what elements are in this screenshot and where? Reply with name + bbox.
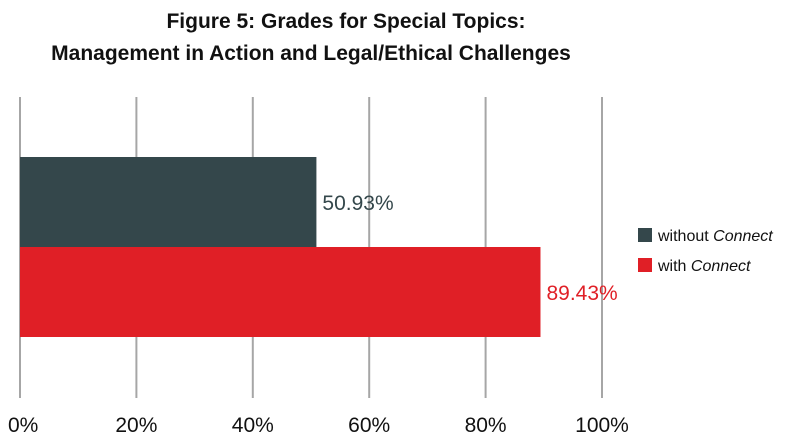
bars [20, 157, 541, 337]
x-tick-label-2: 40% [232, 414, 274, 437]
data-labels: 50.93% 89.43% [322, 192, 617, 305]
bar-0 [20, 157, 317, 247]
chart-title: Figure 5: Grades for Special Topics: [166, 10, 525, 33]
x-tick-label-0: 0% [8, 414, 38, 437]
x-tick-label-3: 60% [348, 414, 390, 437]
x-axis-ticks: 0% 20% 40% 60% 80% 100% [8, 414, 629, 437]
legend-label-0: without Connect [657, 228, 773, 245]
legend-label-1: with Connect [657, 258, 751, 275]
legend: without Connect with Connect [638, 228, 773, 275]
chart-subtitle: Management in Action and Legal/Ethical C… [51, 42, 571, 65]
data-label-0: 50.93% [322, 192, 393, 215]
legend-swatch-0 [638, 228, 652, 242]
x-tick-label-4: 80% [465, 414, 507, 437]
data-label-1: 89.43% [546, 282, 617, 305]
x-tick-label-5: 100% [575, 414, 629, 437]
x-tick-label-1: 20% [115, 414, 157, 437]
legend-swatch-1 [638, 258, 652, 272]
bar-1 [20, 247, 541, 337]
